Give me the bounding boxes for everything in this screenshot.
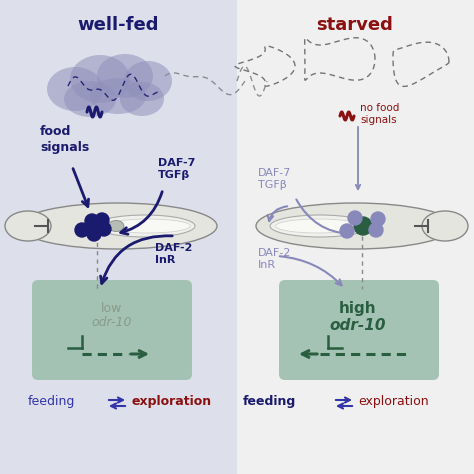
Text: food
signals: food signals — [40, 125, 89, 154]
Ellipse shape — [5, 211, 51, 241]
Ellipse shape — [47, 67, 103, 111]
Ellipse shape — [97, 54, 153, 98]
Ellipse shape — [108, 220, 124, 231]
FancyBboxPatch shape — [32, 280, 192, 380]
Text: DAF-7
TGFβ: DAF-7 TGFβ — [258, 168, 292, 190]
Text: DAF-7
TGFβ: DAF-7 TGFβ — [158, 158, 195, 180]
Circle shape — [369, 223, 383, 237]
Ellipse shape — [106, 219, 191, 233]
Text: well-fed: well-fed — [77, 16, 159, 34]
Ellipse shape — [270, 215, 370, 237]
Text: DAF-2
InR: DAF-2 InR — [155, 243, 192, 265]
FancyBboxPatch shape — [279, 280, 439, 380]
Bar — [0, 0, 237, 474]
Circle shape — [348, 211, 362, 225]
Ellipse shape — [90, 78, 146, 114]
Text: high: high — [339, 301, 377, 317]
Ellipse shape — [422, 211, 468, 241]
Text: feeding: feeding — [243, 395, 296, 409]
Circle shape — [354, 217, 372, 235]
Circle shape — [95, 213, 109, 227]
Ellipse shape — [275, 219, 361, 233]
Ellipse shape — [70, 55, 130, 103]
Ellipse shape — [19, 203, 217, 249]
Circle shape — [371, 212, 385, 226]
Text: exploration: exploration — [132, 395, 212, 409]
Ellipse shape — [256, 203, 454, 249]
Text: no food
signals: no food signals — [360, 103, 400, 125]
Bar — [237, 0, 474, 474]
Text: feeding: feeding — [28, 395, 75, 409]
Circle shape — [75, 223, 89, 237]
Text: low: low — [101, 302, 123, 316]
Text: exploration: exploration — [358, 395, 428, 409]
Ellipse shape — [95, 215, 195, 237]
Text: starved: starved — [317, 16, 393, 34]
Ellipse shape — [124, 61, 172, 101]
Circle shape — [340, 224, 354, 238]
Ellipse shape — [64, 81, 116, 117]
Text: odr-10: odr-10 — [330, 318, 386, 332]
Circle shape — [87, 227, 101, 241]
Ellipse shape — [120, 82, 164, 116]
Circle shape — [97, 222, 111, 236]
Text: odr-10: odr-10 — [92, 317, 132, 329]
Circle shape — [85, 214, 99, 228]
Text: DAF-2
InR: DAF-2 InR — [258, 248, 292, 270]
